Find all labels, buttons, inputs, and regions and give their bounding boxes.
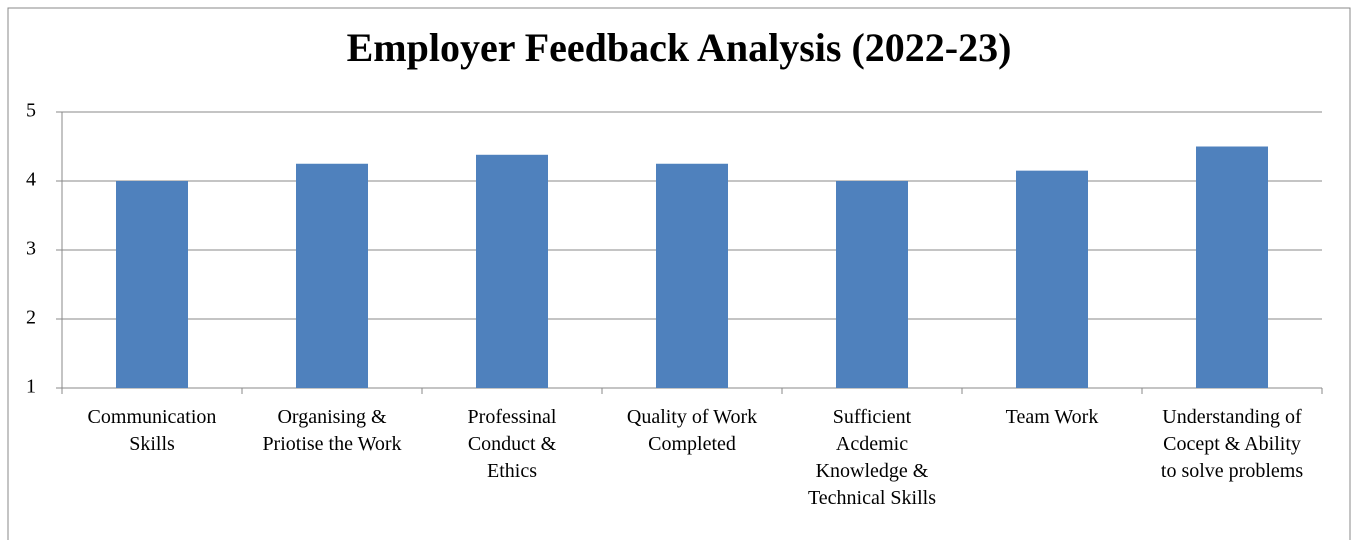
chart-title: Employer Feedback Analysis (2022-23)	[347, 25, 1012, 70]
x-tick-label: Sufficient Acdemic Knowledge & Technical…	[807, 406, 937, 509]
chart-frame	[7, 7, 1351, 540]
bar	[476, 154, 548, 388]
y-tick-label: 4	[26, 169, 36, 191]
x-tick-label: Understanding of Cocept & Ability to sol…	[1160, 406, 1304, 482]
bar	[1196, 146, 1268, 388]
y-tick-label: 2	[26, 307, 36, 329]
x-tick-label: Quality of Work Completed	[626, 406, 758, 455]
bar	[836, 181, 908, 388]
x-tick-label: Organising & Priotise the Work	[262, 406, 402, 455]
bar	[116, 181, 188, 388]
bar	[296, 163, 368, 388]
y-tick-label: 5	[26, 100, 36, 122]
x-tick-label: Professinal Conduct & Ethics	[467, 406, 557, 482]
x-tick-label: Communication Skills	[87, 406, 217, 455]
y-tick-label: 3	[26, 238, 36, 260]
bar	[656, 163, 728, 388]
bar	[1016, 170, 1088, 388]
x-tick-label: Team Work	[1005, 406, 1099, 428]
y-tick-label: 1	[26, 376, 36, 398]
